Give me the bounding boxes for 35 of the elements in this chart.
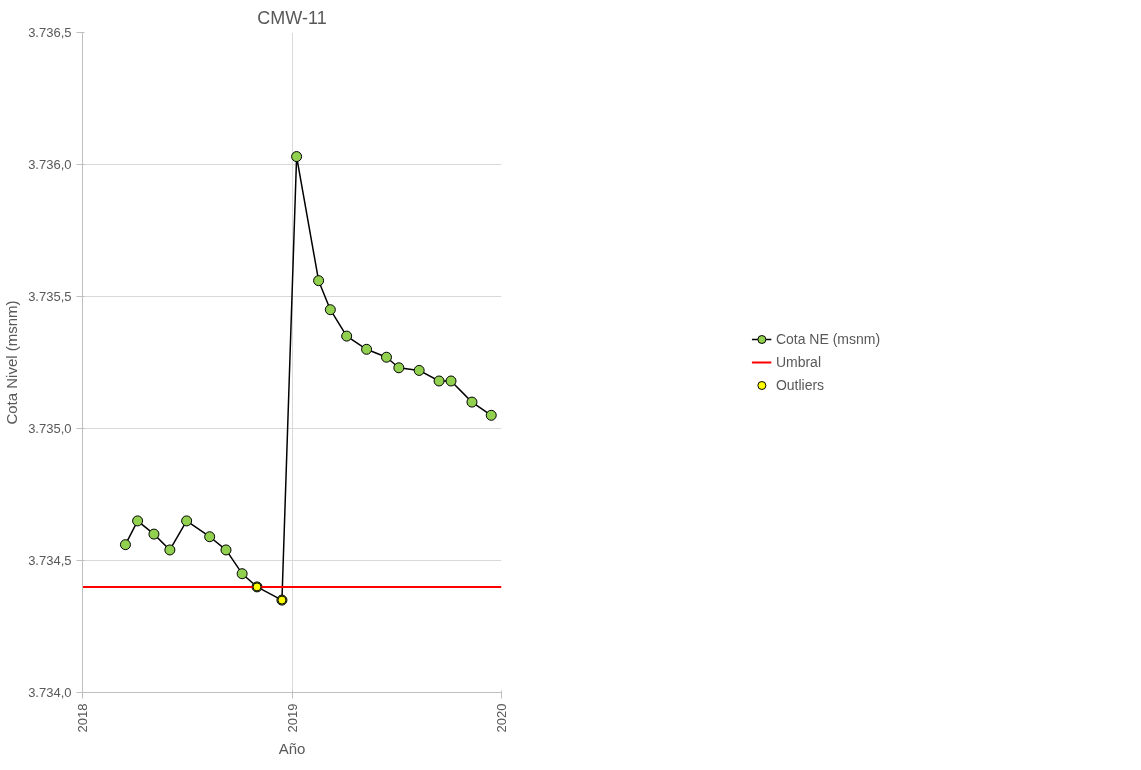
x-tick-label: 2020 — [494, 703, 509, 733]
y-tick-label: 3.736,5 — [28, 25, 72, 40]
point — [132, 515, 144, 527]
point — [485, 409, 497, 421]
point — [466, 396, 478, 408]
point — [119, 539, 131, 551]
y-tick-label: 3.736,0 — [28, 157, 72, 172]
y-tick-label: 3.735,5 — [28, 289, 72, 304]
point — [313, 275, 325, 287]
point — [445, 375, 457, 387]
point — [291, 151, 303, 163]
y-axis-title: Cota Nivel (msnm) — [3, 300, 21, 425]
x-axis-title: Año — [278, 740, 306, 758]
point — [413, 364, 425, 376]
point — [204, 531, 216, 543]
y-tick-label: 3.735,0 — [28, 421, 72, 436]
point — [361, 343, 373, 355]
point — [341, 330, 353, 342]
legend-label: Cota NE (msnm) — [775, 331, 881, 347]
x-tick-label: 2018 — [75, 703, 90, 733]
point — [380, 351, 392, 363]
y-tick-label: 3.734,5 — [28, 553, 72, 568]
y-tick-label: 3.734,0 — [28, 685, 72, 700]
point — [181, 515, 193, 527]
point — [393, 362, 405, 374]
legend-label: Umbral — [775, 354, 822, 370]
chart-title: CMW-11 — [257, 7, 327, 28]
point — [236, 568, 248, 580]
legend-label: Outliers — [775, 377, 825, 393]
point — [324, 304, 336, 316]
point — [220, 544, 232, 556]
point — [148, 528, 160, 540]
point — [164, 544, 176, 556]
point — [433, 375, 445, 387]
x-tick-label: 2019 — [284, 703, 300, 733]
